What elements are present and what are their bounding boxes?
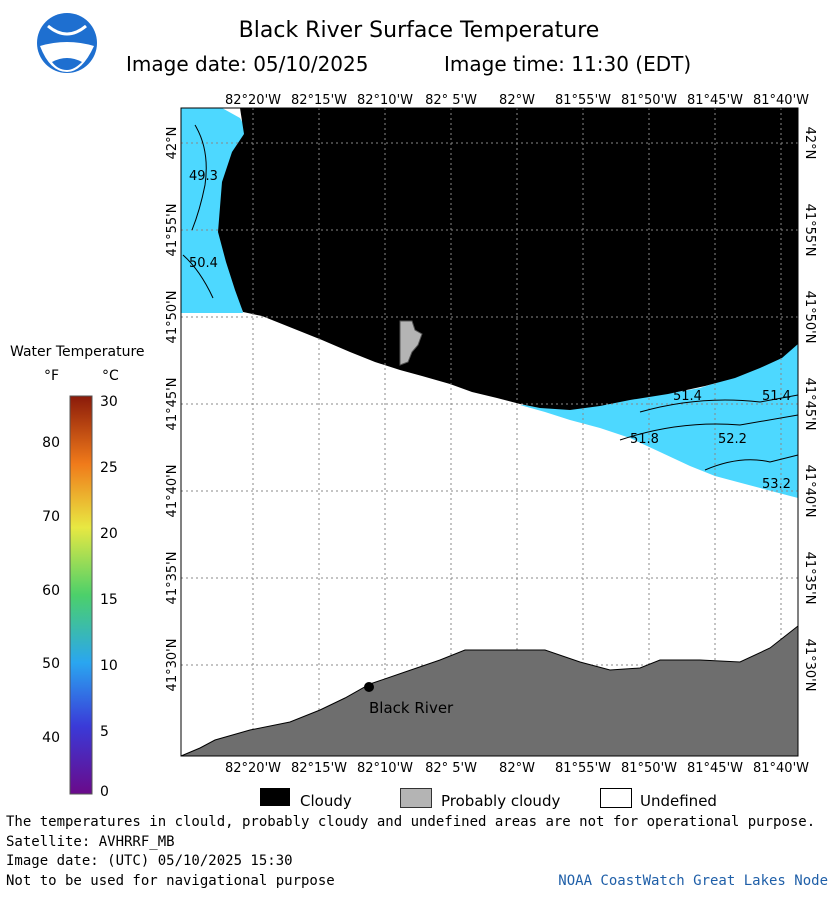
svg-text:20: 20 (100, 526, 118, 542)
lon-labels-top: 82°20'W 82°15'W 82°10'W 82° 5'W 82°W 81°… (225, 93, 809, 108)
svg-text:41°45'N: 41°45'N (802, 378, 817, 431)
svg-text:82°10'W: 82°10'W (357, 93, 413, 108)
noaa-logo (37, 13, 97, 73)
svg-text:82°W: 82°W (499, 761, 535, 776)
svg-text:81°45'W: 81°45'W (687, 93, 743, 108)
svg-text:25: 25 (100, 460, 118, 476)
svg-text:81°50'W: 81°50'W (621, 761, 677, 776)
contour-label: 49.3 (189, 169, 218, 184)
page-title: Black River Surface Temperature (238, 18, 600, 43)
svg-text:0: 0 (100, 784, 109, 800)
footer-utc-date: Image date: (UTC) 05/10/2025 15:30 (6, 853, 293, 869)
lat-labels-left: 42°N 41°55'N 41°50'N 41°45'N 41°40'N 41°… (165, 127, 180, 692)
colorbar-title: Water Temperature (10, 344, 145, 360)
image-time: Image time: 11:30 (EDT) (444, 52, 692, 76)
legend-probably-cloudy-swatch (400, 788, 432, 808)
svg-text:41°30'N: 41°30'N (802, 639, 817, 692)
svg-text:41°55'N: 41°55'N (165, 204, 180, 257)
contour-label: 51.8 (630, 432, 659, 447)
contour-label: 53.2 (762, 477, 791, 492)
map-frame (180, 107, 799, 757)
contour-lines (182, 124, 799, 471)
svg-text:82° 5'W: 82° 5'W (425, 761, 477, 776)
image-date: Image date: 05/10/2025 (126, 52, 369, 76)
colorbar-c-unit: °C (102, 368, 119, 384)
contour-label: 51.4 (762, 389, 791, 404)
svg-text:41°55'N: 41°55'N (802, 204, 817, 257)
svg-text:81°55'W: 81°55'W (555, 761, 611, 776)
svg-text:42°N: 42°N (165, 127, 180, 160)
lat-labels-right: 42°N 41°55'N 41°50'N 41°45'N 41°40'N 41°… (802, 127, 817, 692)
footer-satellite: Satellite: AVHRRF_MB (6, 834, 175, 850)
legend-undefined-swatch (600, 788, 632, 808)
svg-text:80: 80 (42, 435, 60, 451)
svg-text:41°40'N: 41°40'N (802, 465, 817, 518)
footer-nav-warning: Not to be used for navigational purpose (6, 873, 335, 889)
svg-text:82°15'W: 82°15'W (291, 761, 347, 776)
svg-text:15: 15 (100, 592, 118, 608)
footer-credit: NOAA CoastWatch Great Lakes Node (558, 873, 828, 889)
svg-text:41°30'N: 41°30'N (165, 639, 180, 692)
contour-label: 52.2 (718, 432, 747, 447)
svg-text:10: 10 (100, 658, 118, 674)
footer-disclaimer: The temperatures in clould, probably clo… (6, 814, 816, 830)
svg-text:82°W: 82°W (499, 93, 535, 108)
contour-labels: 49.3 50.4 51.4 51.4 51.8 52.2 53.2 (189, 169, 791, 492)
svg-text:42°N: 42°N (802, 127, 817, 160)
svg-text:50: 50 (42, 656, 60, 672)
svg-text:81°40'W: 81°40'W (753, 761, 809, 776)
svg-text:41°35'N: 41°35'N (802, 552, 817, 605)
place-label: Black River (369, 699, 454, 717)
svg-text:30: 30 (100, 394, 118, 410)
legend-cloudy-label: Cloudy (300, 792, 352, 810)
colorbar-f-unit: °F (44, 368, 60, 384)
svg-text:41°45'N: 41°45'N (165, 378, 180, 431)
svg-text:81°55'W: 81°55'W (555, 93, 611, 108)
svg-text:70: 70 (42, 509, 60, 525)
legend-cloudy-swatch (260, 788, 290, 806)
svg-text:60: 60 (42, 583, 60, 599)
legend-undefined-label: Undefined (640, 792, 717, 810)
svg-text:5: 5 (100, 724, 109, 740)
land-area (181, 626, 798, 756)
svg-text:41°50'N: 41°50'N (165, 291, 180, 344)
probably-cloudy-area (399, 320, 423, 366)
svg-text:82°20'W: 82°20'W (225, 761, 281, 776)
water-east (520, 344, 798, 498)
legend-probably-cloudy-label: Probably cloudy (441, 792, 561, 810)
svg-text:41°50'N: 41°50'N (802, 291, 817, 344)
svg-text:81°45'W: 81°45'W (687, 761, 743, 776)
colorbar: 80 70 60 50 40 30 25 20 15 10 5 0 (42, 394, 118, 800)
svg-text:82°15'W: 82°15'W (291, 93, 347, 108)
lon-labels-bottom: 82°20'W 82°15'W 82°10'W 82° 5'W 82°W 81°… (225, 761, 809, 776)
svg-text:82°10'W: 82°10'W (357, 761, 413, 776)
black-river-marker (364, 682, 374, 692)
svg-text:41°35'N: 41°35'N (165, 552, 180, 605)
svg-text:81°50'W: 81°50'W (621, 93, 677, 108)
svg-text:81°40'W: 81°40'W (753, 93, 809, 108)
svg-text:41°40'N: 41°40'N (165, 465, 180, 518)
contour-label: 51.4 (673, 389, 702, 404)
cloud-area (218, 108, 798, 410)
svg-text:82°20'W: 82°20'W (225, 93, 281, 108)
contour-label: 50.4 (189, 256, 218, 271)
svg-text:40: 40 (42, 730, 60, 746)
svg-text:82° 5'W: 82° 5'W (425, 93, 477, 108)
